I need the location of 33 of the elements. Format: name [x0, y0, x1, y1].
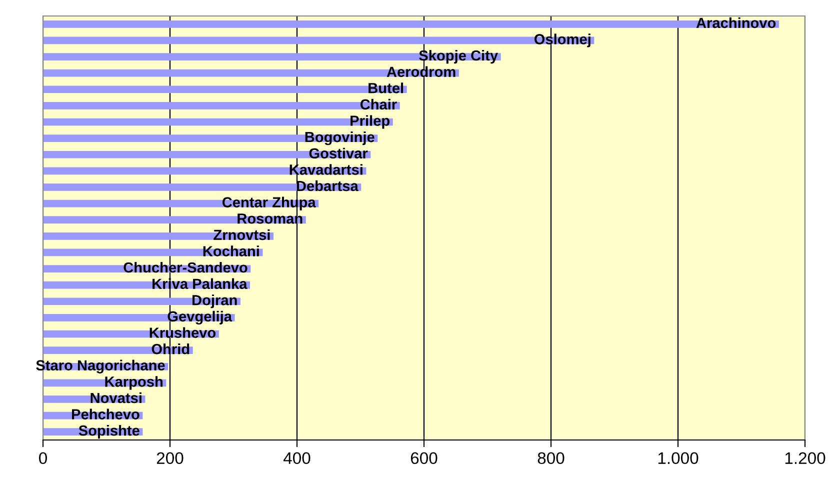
y-tick-label: Skopje City	[419, 50, 498, 64]
y-tick-label: Oslomej	[534, 34, 590, 48]
x-tick-label: 200	[156, 452, 184, 464]
y-tick-label: Aerodrom	[386, 66, 456, 77]
y-tick-label: Gostivar	[309, 148, 368, 159]
y-tick-label: Gevgelija	[168, 310, 232, 325]
y-tick-label: Bogovinje	[305, 131, 374, 146]
y-tick-label: Arachinovo	[696, 17, 776, 28]
y-tick-label: Chair	[360, 98, 397, 110]
y-tick-label: Butel	[368, 82, 404, 94]
x-tick-label: 400	[283, 452, 310, 464]
y-tick-label: Dojran	[192, 294, 237, 308]
x-tick-label: 0	[39, 452, 47, 464]
y-tick-label: Zrnovtsi	[214, 229, 270, 240]
y-tick-label: Kavadartsi	[290, 164, 362, 175]
y-tick-label: Rosoman	[238, 214, 302, 224]
y-tick-label: Pehchevo	[72, 408, 140, 420]
x-tick-label: 1.200	[785, 452, 826, 464]
y-tick-label: Kochani	[203, 246, 259, 256]
y-tick-label: Ohrid	[152, 344, 190, 354]
x-tick-label: 1.000	[658, 452, 698, 464]
y-tick-label: Debartsa	[296, 180, 358, 192]
y-tick-label: Chucher-Sandevo	[124, 262, 248, 273]
y-tick-label: Kriva Palanka	[152, 278, 248, 289]
y-tick-label: Sopishte	[78, 425, 140, 439]
y-tick-label: Karposh	[105, 376, 163, 390]
y-tick-label: Prilep	[350, 115, 390, 129]
y-tick-label: Krushevo	[150, 327, 216, 338]
y-tick-label: Staro Nagorichane	[36, 360, 165, 374]
y-tick-label: Centar Zhupa	[222, 196, 316, 210]
x-tick-label: 600	[410, 452, 438, 464]
x-tick-label: 800	[538, 452, 564, 464]
y-tick-label: Novatsi	[90, 392, 142, 404]
